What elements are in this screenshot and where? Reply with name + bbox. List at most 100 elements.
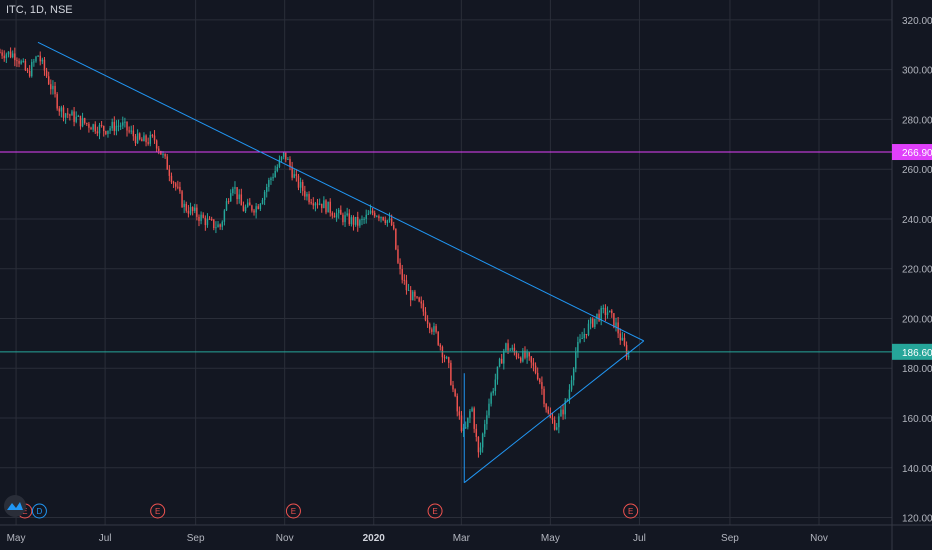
candle-body[interactable]	[20, 61, 22, 64]
candle-body[interactable]	[238, 194, 240, 200]
candle-body[interactable]	[45, 70, 48, 77]
candle-body[interactable]	[3, 55, 5, 59]
candle-body[interactable]	[54, 85, 56, 95]
candle-body[interactable]	[477, 436, 480, 453]
candle-body[interactable]	[60, 107, 63, 112]
candle-body[interactable]	[409, 290, 412, 301]
candle-body[interactable]	[62, 107, 65, 118]
candle-body[interactable]	[318, 203, 321, 205]
candle-body[interactable]	[473, 408, 475, 429]
earnings-event-marker[interactable]	[285, 503, 301, 519]
candle-body[interactable]	[433, 326, 435, 332]
candle-body[interactable]	[568, 389, 571, 400]
candle-body[interactable]	[268, 180, 270, 188]
candle-body[interactable]	[251, 205, 253, 211]
candle-body[interactable]	[492, 390, 494, 394]
candle-body[interactable]	[172, 182, 175, 184]
candle-body[interactable]	[185, 203, 188, 211]
candle-body[interactable]	[469, 411, 471, 418]
candle-body[interactable]	[77, 115, 80, 117]
candle-body[interactable]	[577, 341, 579, 353]
candle-body[interactable]	[67, 113, 69, 115]
candle-body[interactable]	[500, 358, 503, 364]
candle-body[interactable]	[31, 62, 33, 77]
candle-body[interactable]	[606, 312, 609, 316]
candle-body[interactable]	[625, 345, 628, 357]
candle-body[interactable]	[397, 249, 399, 263]
candle-body[interactable]	[168, 169, 171, 176]
candle-body[interactable]	[119, 125, 122, 127]
candle-body[interactable]	[422, 303, 425, 312]
candle-body[interactable]	[33, 61, 35, 63]
candle-body[interactable]	[50, 84, 52, 90]
candle-body[interactable]	[371, 210, 374, 213]
candle-body[interactable]	[627, 356, 630, 358]
candle-body[interactable]	[390, 218, 393, 226]
candle-body[interactable]	[1, 52, 3, 56]
candle-body[interactable]	[321, 203, 323, 209]
candle-body[interactable]	[475, 428, 478, 437]
candle-body[interactable]	[166, 156, 168, 170]
candle-body[interactable]	[448, 357, 450, 363]
candle-body[interactable]	[287, 158, 289, 160]
candle-body[interactable]	[562, 409, 564, 415]
candle-body[interactable]	[369, 210, 372, 214]
candle-body[interactable]	[534, 365, 537, 373]
candle-body[interactable]	[515, 352, 518, 358]
candle-body[interactable]	[111, 121, 113, 129]
candle-body[interactable]	[486, 415, 488, 425]
candle-body[interactable]	[234, 187, 236, 189]
candle-body[interactable]	[64, 113, 67, 118]
candle-body[interactable]	[323, 200, 325, 209]
candle-body[interactable]	[187, 210, 190, 214]
candle-body[interactable]	[551, 417, 554, 421]
candle-body[interactable]	[454, 389, 456, 396]
earnings-event-marker[interactable]	[623, 503, 639, 519]
candle-body[interactable]	[522, 350, 524, 362]
candle-body[interactable]	[244, 206, 247, 212]
candle-body[interactable]	[539, 379, 541, 383]
candle-body[interactable]	[350, 217, 353, 225]
candle-body[interactable]	[198, 216, 200, 221]
candle-body[interactable]	[28, 70, 31, 77]
candle-body[interactable]	[41, 59, 44, 62]
candle-body[interactable]	[564, 400, 566, 415]
candle-body[interactable]	[549, 413, 552, 418]
candle-body[interactable]	[204, 217, 207, 226]
candle-body[interactable]	[439, 344, 442, 347]
candle-body[interactable]	[314, 203, 317, 206]
candle-body[interactable]	[403, 279, 406, 281]
candle-body[interactable]	[608, 310, 611, 313]
candle-body[interactable]	[325, 200, 327, 213]
candle-body[interactable]	[570, 380, 573, 390]
candle-body[interactable]	[278, 159, 281, 167]
candle-body[interactable]	[227, 201, 230, 203]
candle-body[interactable]	[181, 191, 183, 208]
candle-body[interactable]	[363, 218, 365, 220]
candle-body[interactable]	[200, 214, 202, 221]
candle-body[interactable]	[412, 291, 414, 301]
candle-body[interactable]	[73, 111, 75, 122]
candle-body[interactable]	[558, 416, 560, 428]
candle-body[interactable]	[24, 61, 27, 71]
candle-body[interactable]	[431, 329, 433, 332]
candle-body[interactable]	[344, 215, 346, 223]
candle-body[interactable]	[94, 124, 96, 132]
candle-body[interactable]	[575, 352, 577, 369]
candle-body[interactable]	[456, 395, 458, 412]
candle-body[interactable]	[301, 181, 304, 191]
candle-body[interactable]	[263, 191, 266, 200]
candle-body[interactable]	[96, 131, 99, 134]
candle-body[interactable]	[619, 333, 621, 341]
candle-body[interactable]	[132, 130, 135, 137]
candle-body[interactable]	[128, 130, 130, 132]
candle-body[interactable]	[316, 203, 319, 205]
candle-body[interactable]	[333, 215, 336, 218]
candle-body[interactable]	[579, 338, 581, 342]
candle-body[interactable]	[600, 308, 602, 321]
candle-body[interactable]	[306, 194, 308, 197]
candle-body[interactable]	[202, 214, 204, 218]
candle-body[interactable]	[183, 203, 185, 208]
candle-body[interactable]	[560, 409, 562, 417]
